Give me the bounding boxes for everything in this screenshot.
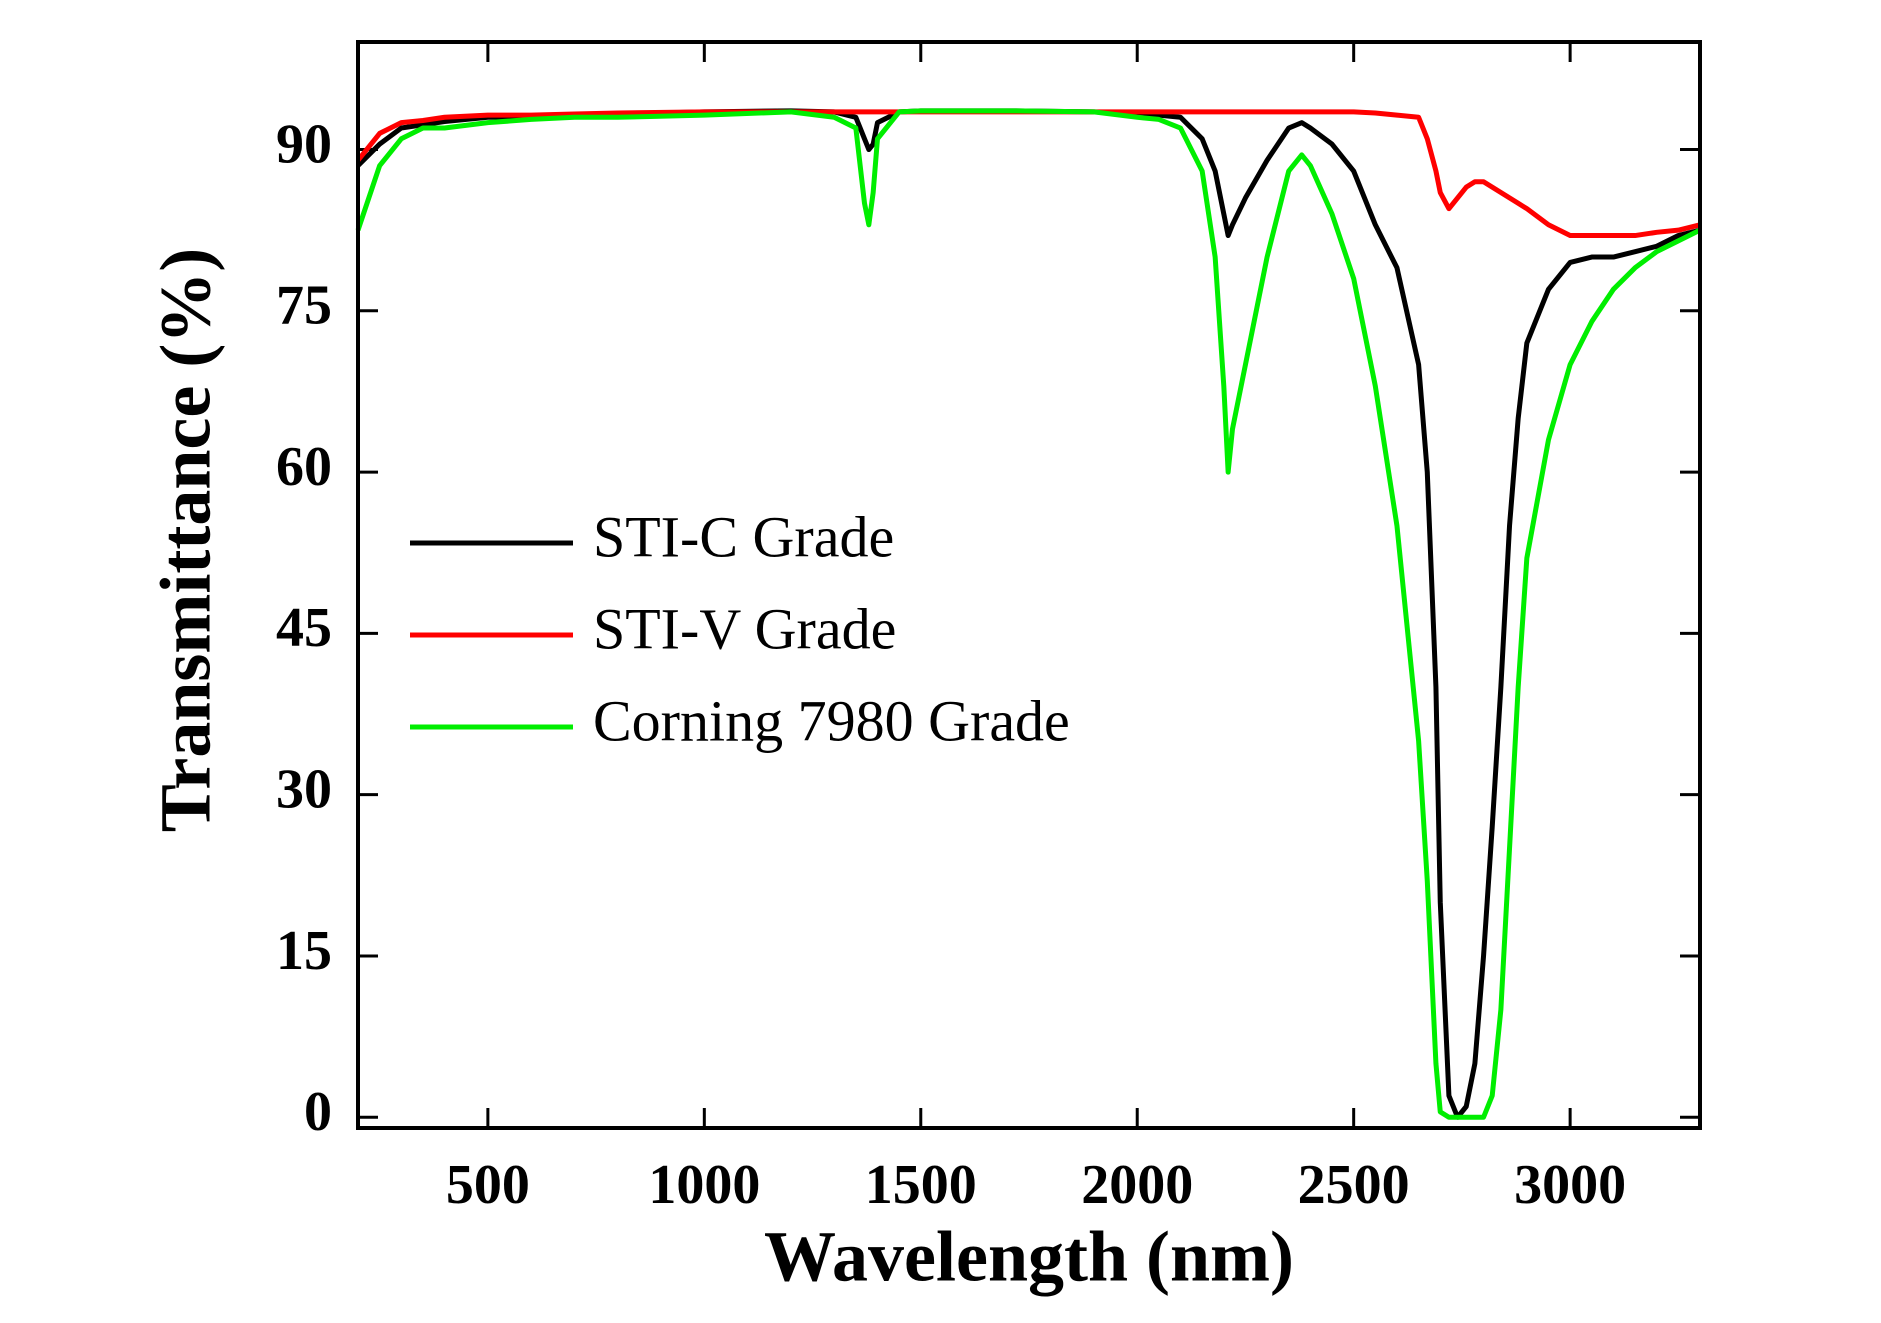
legend-label: STI-V Grade xyxy=(593,596,896,661)
y-tick-label: 60 xyxy=(276,436,332,498)
y-tick-label: 45 xyxy=(276,597,332,659)
x-tick-label: 2500 xyxy=(1298,1154,1410,1216)
y-tick-label: 15 xyxy=(276,920,332,982)
y-tick-label: 30 xyxy=(276,759,332,821)
x-tick-label: 500 xyxy=(446,1154,530,1216)
y-tick-label: 0 xyxy=(304,1081,332,1143)
legend-label: Corning 7980 Grade xyxy=(593,688,1070,753)
x-tick-label: 1000 xyxy=(648,1154,760,1216)
x-tick-label: 3000 xyxy=(1514,1154,1626,1216)
series-line xyxy=(356,108,1701,1120)
x-tick-label: 2000 xyxy=(1081,1154,1193,1216)
y-axis-title: Transmittance (%) xyxy=(146,248,226,833)
y-tick-label: 90 xyxy=(276,113,332,175)
series-line xyxy=(355,108,1702,1120)
plot-frame xyxy=(356,40,1702,1130)
series-line xyxy=(356,109,1701,239)
x-tick-label: 1500 xyxy=(865,1154,977,1216)
x-axis-title: Wavelength (nm) xyxy=(764,1217,1294,1297)
y-tick-label: 75 xyxy=(276,275,332,337)
legend-label: STI-C Grade xyxy=(593,504,894,569)
